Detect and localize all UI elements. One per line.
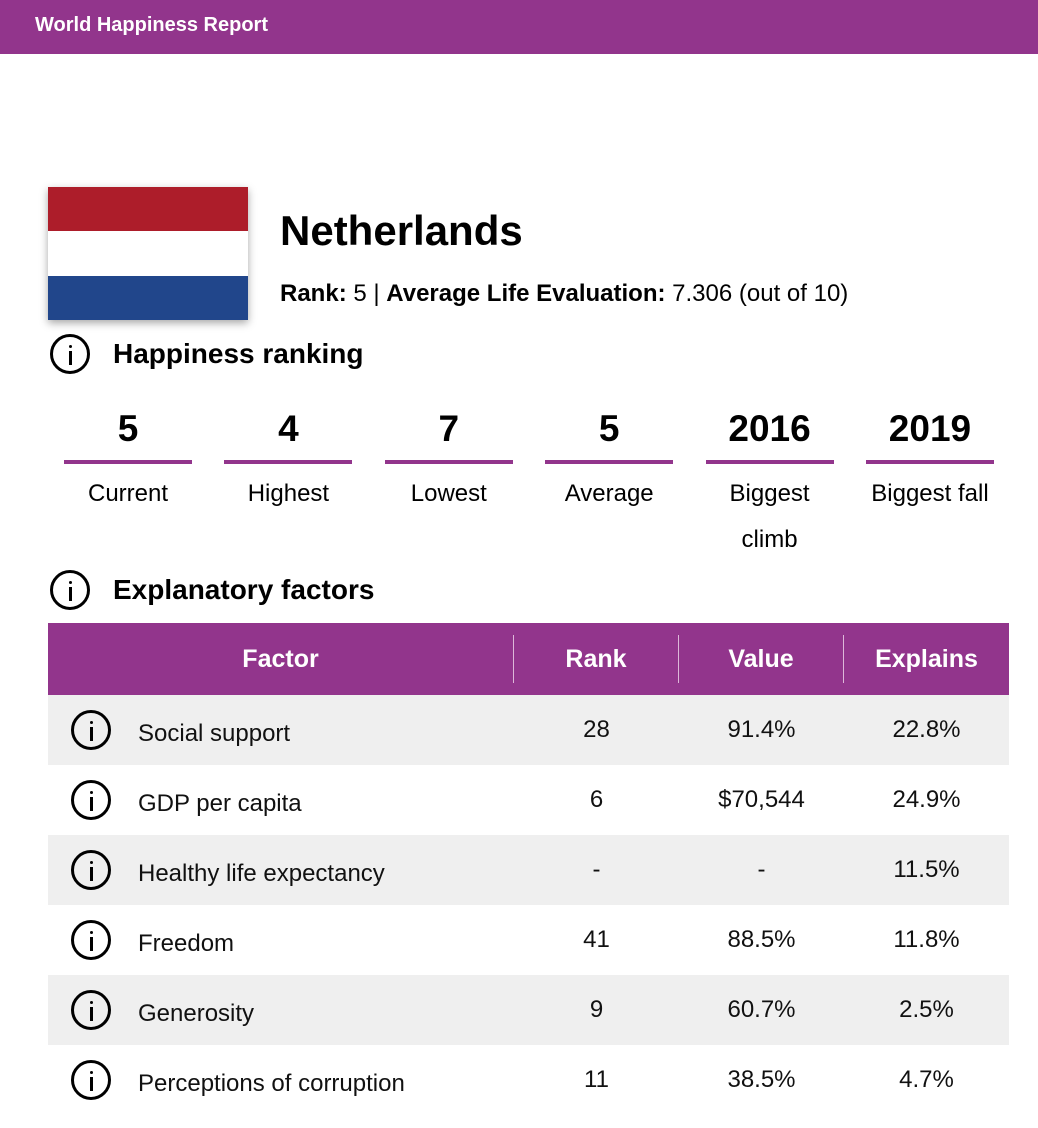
column-header-rank[interactable]: Rank xyxy=(514,635,679,683)
value-cell: 88.5% xyxy=(727,926,796,953)
happiness-ranking-heading: Happiness ranking xyxy=(50,334,364,374)
table-row: Perceptions of corruption 11 38.5% 4.7% xyxy=(48,1045,1009,1115)
table-row: GDP per capita 6 $70,544 24.9% xyxy=(48,765,1009,835)
site-title[interactable]: World Happiness Report xyxy=(35,14,268,36)
info-icon[interactable] xyxy=(71,850,111,890)
info-icon[interactable] xyxy=(50,334,90,374)
ranking-stat: 5 Average xyxy=(545,405,674,563)
value-cell: - xyxy=(757,856,766,883)
factor-cell: Healthy life expectancy xyxy=(48,850,514,890)
separator: | xyxy=(373,280,380,307)
factor-cell: GDP per capita xyxy=(48,780,514,820)
column-header-factor[interactable]: Factor xyxy=(48,635,514,683)
stat-divider xyxy=(705,460,834,464)
info-icon[interactable] xyxy=(50,570,90,610)
ranking-stat: 2016 Biggest climb xyxy=(705,405,834,563)
ranking-stat: 2019 Biggest fall xyxy=(865,405,994,563)
stat-value: 2016 xyxy=(728,408,811,449)
factor-cell: Generosity xyxy=(48,990,514,1030)
evaluation-value: 7.306 (out of 10) xyxy=(672,280,849,307)
stat-value: 5 xyxy=(598,408,620,449)
factor-cell: Social support xyxy=(48,710,514,750)
stat-divider xyxy=(545,460,674,464)
factor-name: Healthy life expectancy xyxy=(138,860,385,887)
explains-cell: 11.5% xyxy=(893,856,960,883)
value-cell: 91.4% xyxy=(727,716,796,743)
explains-cell: 2.5% xyxy=(899,996,954,1023)
stat-label: Biggest climb xyxy=(729,480,810,553)
evaluation-label: Average Life Evaluation: xyxy=(386,280,666,307)
table-body: Social support 28 91.4% 22.8% GDP per capita… xyxy=(48,695,1009,1115)
ranking-stat: 5 Current xyxy=(64,405,192,563)
factor-name: Perceptions of corruption xyxy=(138,1070,405,1097)
factor-name: Social support xyxy=(138,720,291,747)
stat-label: Lowest xyxy=(410,480,487,507)
explains-cell: 11.8% xyxy=(893,926,960,953)
stat-divider xyxy=(384,460,513,464)
flag-stripe-white xyxy=(48,231,248,276)
table-row: Freedom 41 88.5% 11.8% xyxy=(48,905,1009,975)
ranking-stats: 5 Current 4 Highest 7 Lowest 5 Average 2016 Bigge… xyxy=(64,405,994,563)
rank-cell: 9 xyxy=(589,996,604,1023)
country-name: Netherlands xyxy=(280,207,523,254)
stat-value: 2019 xyxy=(888,408,972,449)
rank-cell: 41 xyxy=(583,926,610,953)
column-header-value[interactable]: Value xyxy=(679,635,844,683)
country-summary: Rank: 5 | Average Life Evaluation: 7.306… xyxy=(280,280,848,308)
table-row: Generosity 9 60.7% 2.5% xyxy=(48,975,1009,1045)
stat-value: 4 xyxy=(278,408,299,449)
rank-cell: 6 xyxy=(589,786,604,813)
table-row: Healthy life expectancy - - 11.5% xyxy=(48,835,1009,905)
netherlands-flag xyxy=(48,187,248,320)
value-cell: 60.7% xyxy=(727,996,796,1023)
explains-cell: 22.8% xyxy=(892,716,961,743)
ranking-stat: 7 Lowest xyxy=(384,405,513,563)
stat-value: 7 xyxy=(438,408,460,449)
ranking-stat: 4 Highest xyxy=(224,405,353,563)
top-bar: World Happiness Report xyxy=(0,0,1038,54)
value-cell: $70,544 xyxy=(718,786,805,813)
value-cell: 38.5% xyxy=(727,1066,796,1093)
rank-cell: 28 xyxy=(583,716,610,743)
factor-name: Generosity xyxy=(138,1000,255,1027)
stat-label: Current xyxy=(87,480,169,507)
stat-divider xyxy=(224,460,353,464)
stat-label: Biggest fall xyxy=(871,480,989,507)
explains-cell: 4.7% xyxy=(899,1066,954,1093)
stat-value: 5 xyxy=(117,408,139,449)
flag-stripe-red xyxy=(48,187,248,232)
factor-name: Freedom xyxy=(138,930,235,957)
info-icon[interactable] xyxy=(71,1060,111,1100)
rank-value: 5 xyxy=(353,280,367,307)
factor-cell: Freedom xyxy=(48,920,514,960)
section-title: Happiness ranking xyxy=(113,338,364,369)
explanatory-factors-heading: Explanatory factors xyxy=(50,570,374,610)
table-header: Factor Rank Value Explains xyxy=(48,623,1009,695)
factors-table: Factor Rank Value Explains Social suppor… xyxy=(48,623,1009,1115)
rank-cell: - xyxy=(592,856,601,883)
stat-label: Highest xyxy=(247,480,330,507)
explains-cell: 24.9% xyxy=(892,786,961,813)
info-icon[interactable] xyxy=(71,990,111,1030)
info-icon[interactable] xyxy=(71,710,111,750)
rank-cell: 11 xyxy=(584,1066,609,1093)
flag-stripe-blue xyxy=(48,275,248,320)
section-title: Explanatory factors xyxy=(113,574,375,605)
rank-label: Rank: xyxy=(280,280,347,307)
table-row: Social support 28 91.4% 22.8% xyxy=(48,695,1009,765)
column-header-explains[interactable]: Explains xyxy=(875,645,978,673)
factor-cell: Perceptions of corruption xyxy=(48,1060,514,1100)
stat-label: Average xyxy=(564,480,654,507)
factor-name: GDP per capita xyxy=(138,790,302,817)
info-icon[interactable] xyxy=(71,920,111,960)
stat-divider xyxy=(865,460,994,464)
stat-divider xyxy=(64,460,192,464)
info-icon[interactable] xyxy=(71,780,111,820)
